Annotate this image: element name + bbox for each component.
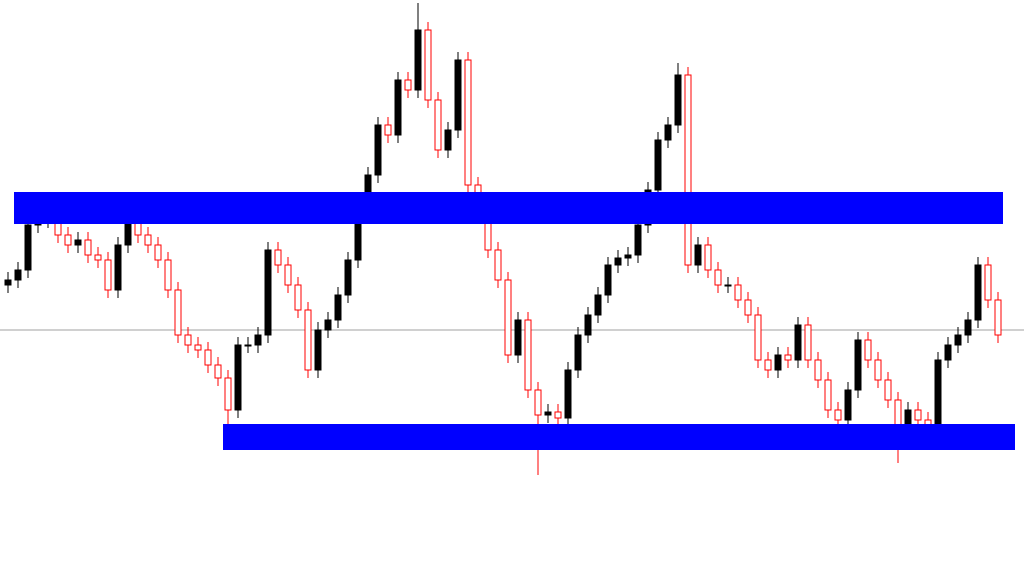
candle-body [394, 79, 402, 136]
candle-body [104, 259, 112, 291]
candle-body [774, 354, 782, 371]
candle-body [414, 29, 422, 91]
candle-body [4, 279, 12, 286]
candle-body [834, 409, 842, 421]
candle-body [384, 124, 392, 136]
candle-body [524, 319, 532, 391]
candle-body [314, 329, 322, 371]
candle-body [24, 224, 32, 271]
candle-body [614, 257, 622, 266]
candle-body [434, 99, 442, 151]
candle-body [224, 377, 232, 411]
candle-body [734, 284, 742, 301]
candle-body [914, 409, 922, 421]
candle-body [494, 249, 502, 281]
candle-body [744, 299, 752, 316]
candle-body [674, 74, 682, 126]
candle-body [854, 339, 862, 391]
candle-body [624, 254, 632, 259]
candle-body [144, 234, 152, 246]
candle-body [114, 244, 122, 291]
candle-body [794, 324, 802, 361]
candle-body [174, 289, 182, 336]
candle-body [274, 249, 282, 266]
candle-body [154, 244, 162, 261]
candle-body [804, 324, 812, 361]
zone [14, 192, 1003, 224]
candle-body [654, 139, 662, 191]
candle-body [234, 344, 242, 411]
candle-body [464, 59, 472, 186]
candle-body [14, 269, 22, 281]
candle-body [824, 379, 832, 411]
candle-body [324, 319, 332, 331]
candle-body [574, 334, 582, 371]
candle-body [544, 411, 552, 416]
candle-body [374, 124, 382, 176]
candle-body [764, 359, 772, 371]
candle-body [424, 29, 432, 101]
candle-body [604, 264, 612, 296]
candle-body [784, 354, 792, 361]
candle-body [194, 344, 202, 351]
candle-body [534, 389, 542, 416]
candle-body [724, 284, 732, 287]
candle-body [814, 359, 822, 381]
candle-body [164, 259, 172, 291]
candle-body [754, 314, 762, 361]
candle-body [514, 319, 522, 356]
candle-body [204, 349, 212, 366]
candle-body [874, 359, 882, 381]
candle-body [334, 294, 342, 321]
candle-body [264, 249, 272, 336]
candle-body [684, 74, 692, 266]
candle-body [954, 334, 962, 346]
candle-body [284, 264, 292, 286]
candle-body [564, 369, 572, 419]
candle-body [934, 359, 942, 436]
candle-body [664, 124, 672, 141]
candle-body [974, 264, 982, 321]
candle-body [244, 344, 252, 347]
candle-body [294, 284, 302, 311]
candle-body [74, 239, 82, 246]
candle-body [714, 269, 722, 286]
candle-body [984, 264, 992, 301]
candle-body [304, 309, 312, 371]
candle-body [994, 299, 1002, 336]
candle-body [694, 244, 702, 266]
candle-body [594, 294, 602, 316]
candle-body [634, 224, 642, 256]
candle-body [704, 244, 712, 271]
candle-body [444, 129, 452, 151]
candle-body [84, 239, 92, 256]
candle-body [64, 234, 72, 246]
candle-body [504, 279, 512, 356]
candle-body [584, 314, 592, 336]
candle-body [454, 59, 462, 131]
candle-body [404, 79, 412, 91]
candle-body [964, 319, 972, 336]
candle-body [884, 379, 892, 401]
candle-body [184, 334, 192, 346]
candle-body [944, 344, 952, 361]
candle-body [864, 339, 872, 361]
candle-body [94, 254, 102, 261]
candle-body [254, 334, 262, 346]
candle-body [214, 364, 222, 379]
candle-body [344, 259, 352, 296]
candle-body [844, 389, 852, 421]
zone [223, 424, 1015, 450]
candle-body [554, 411, 562, 419]
